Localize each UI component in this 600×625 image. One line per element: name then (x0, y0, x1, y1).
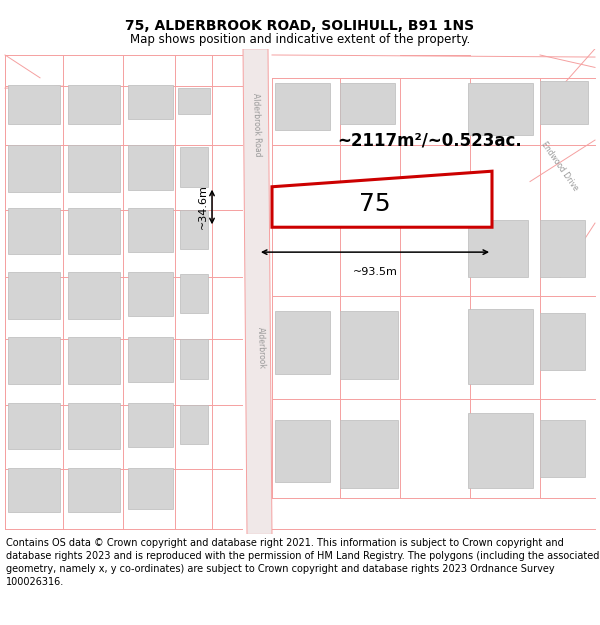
Bar (68, 272, 120, 319)
Bar (128, 272, 173, 316)
Bar (180, 209, 208, 249)
Bar (468, 413, 533, 488)
Bar (340, 311, 398, 379)
Bar (128, 338, 173, 382)
Text: ~34.6m: ~34.6m (198, 184, 208, 229)
Bar (68, 338, 120, 384)
Bar (180, 274, 208, 313)
Bar (340, 83, 395, 124)
Bar (275, 420, 330, 482)
Text: ~2117m²/~0.523ac.: ~2117m²/~0.523ac. (338, 131, 523, 149)
Bar (68, 402, 120, 449)
Text: Contains OS data © Crown copyright and database right 2021. This information is : Contains OS data © Crown copyright and d… (6, 538, 599, 587)
Bar (128, 85, 173, 119)
Bar (8, 208, 60, 254)
Bar (178, 88, 210, 114)
Bar (68, 468, 120, 511)
Text: 75, ALDERBROOK ROAD, SOLIHULL, B91 1NS: 75, ALDERBROOK ROAD, SOLIHULL, B91 1NS (125, 19, 475, 33)
Bar (68, 85, 120, 124)
Bar (540, 81, 588, 124)
Bar (68, 145, 120, 192)
Bar (540, 313, 585, 371)
Bar (8, 468, 60, 511)
Bar (68, 208, 120, 254)
Bar (540, 420, 585, 478)
Text: Alderbrook Road: Alderbrook Road (251, 92, 263, 156)
Bar (8, 338, 60, 384)
Bar (340, 420, 398, 488)
Bar (180, 339, 208, 379)
Bar (468, 220, 528, 277)
Bar (468, 83, 533, 135)
Bar (128, 402, 173, 448)
Text: Endwood Drive: Endwood Drive (540, 140, 580, 192)
Polygon shape (272, 171, 492, 227)
Bar (128, 468, 173, 509)
Bar (180, 404, 208, 444)
Bar (8, 402, 60, 449)
Bar (128, 145, 173, 190)
Bar (8, 145, 60, 192)
Bar (540, 220, 585, 277)
Bar (468, 309, 533, 384)
Bar (275, 311, 330, 374)
Bar (275, 83, 330, 129)
Bar (128, 208, 173, 252)
Text: Alderbrook: Alderbrook (256, 326, 266, 369)
Polygon shape (243, 49, 272, 534)
Bar (8, 272, 60, 319)
Text: Map shows position and indicative extent of the property.: Map shows position and indicative extent… (130, 33, 470, 46)
Text: ~93.5m: ~93.5m (353, 267, 397, 277)
Bar (8, 85, 60, 124)
Text: 75: 75 (359, 192, 391, 216)
Bar (180, 148, 208, 187)
